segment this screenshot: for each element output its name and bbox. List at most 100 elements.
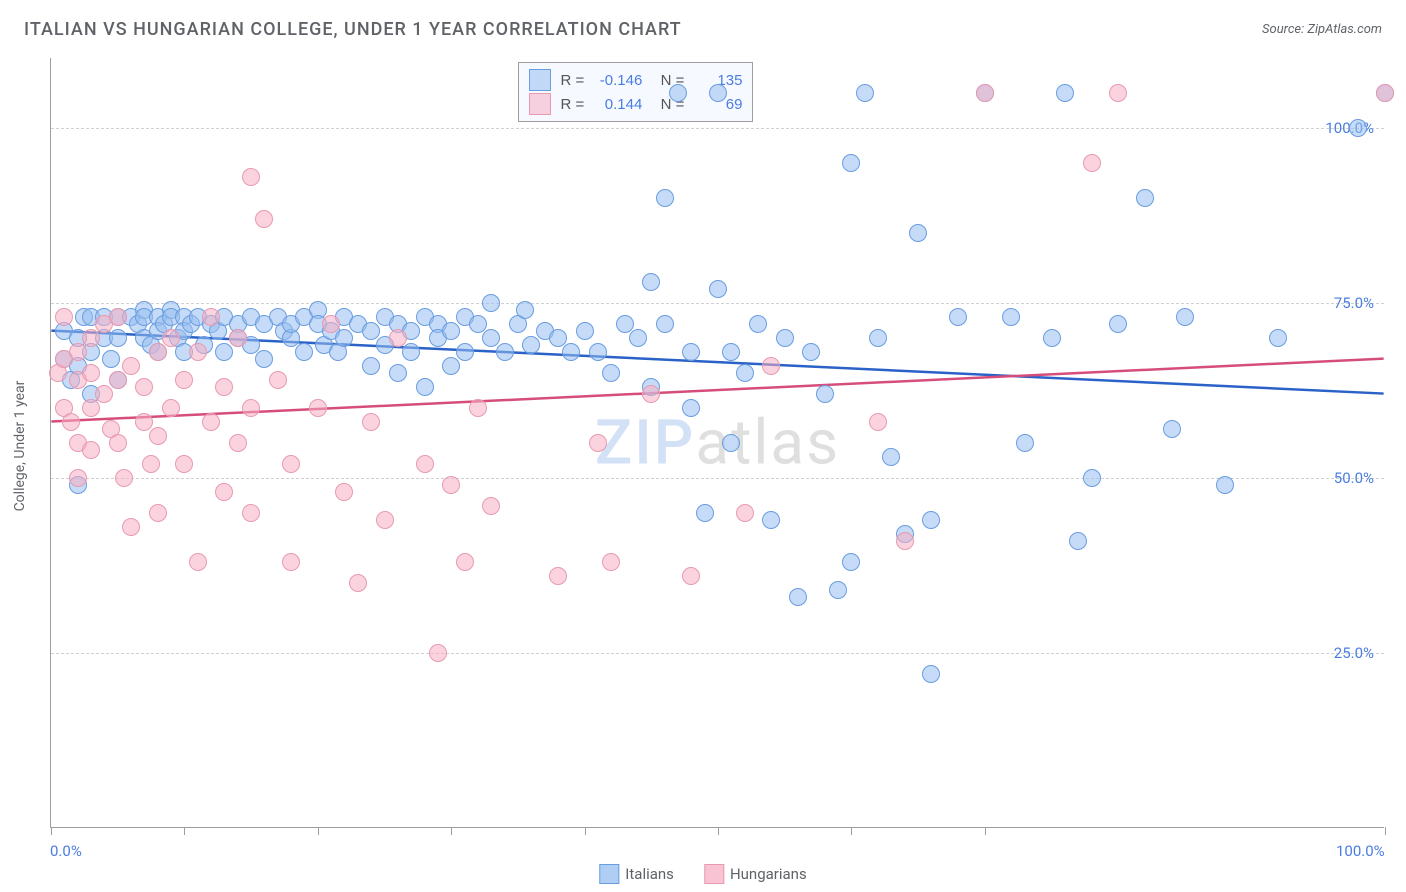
data-point — [656, 189, 674, 207]
data-point — [1216, 476, 1234, 494]
data-point — [242, 399, 260, 417]
data-point — [202, 413, 220, 431]
data-point — [69, 343, 87, 361]
data-point — [442, 322, 460, 340]
data-point — [789, 588, 807, 606]
data-point — [1069, 532, 1087, 550]
data-point — [362, 322, 380, 340]
legend-swatch — [529, 93, 551, 115]
data-point — [442, 357, 460, 375]
data-point — [576, 322, 594, 340]
data-point — [722, 434, 740, 452]
data-point — [616, 315, 634, 333]
legend-item: Italians — [599, 864, 674, 884]
data-point — [1349, 119, 1367, 137]
data-point — [82, 364, 100, 382]
data-point — [389, 329, 407, 347]
data-point — [762, 357, 780, 375]
data-point — [1376, 84, 1394, 102]
data-point — [856, 84, 874, 102]
data-point — [736, 364, 754, 382]
data-point — [602, 364, 620, 382]
source-label: Source: ZipAtlas.com — [1262, 22, 1382, 37]
gridline — [51, 303, 1384, 304]
legend-item: Hungarians — [704, 864, 807, 884]
data-point — [869, 329, 887, 347]
x-tick — [585, 827, 586, 835]
x-tick — [718, 827, 719, 835]
data-point — [242, 504, 260, 522]
data-point — [869, 413, 887, 431]
x-tick — [851, 827, 852, 835]
data-point — [1043, 329, 1061, 347]
data-point — [842, 553, 860, 571]
watermark: ZIPatlas — [595, 406, 840, 479]
data-point — [736, 504, 754, 522]
data-point — [149, 504, 167, 522]
data-point — [696, 504, 714, 522]
data-point — [142, 455, 160, 473]
data-point — [1109, 84, 1127, 102]
data-point — [135, 413, 153, 431]
data-point — [175, 455, 193, 473]
data-point — [82, 441, 100, 459]
data-point — [335, 483, 353, 501]
data-point — [482, 294, 500, 312]
data-point — [109, 371, 127, 389]
data-point — [242, 168, 260, 186]
data-point — [189, 343, 207, 361]
data-point — [922, 511, 940, 529]
data-point — [282, 455, 300, 473]
data-point — [816, 385, 834, 403]
data-point — [1136, 189, 1154, 207]
data-point — [1163, 420, 1181, 438]
data-point — [1056, 84, 1074, 102]
data-point — [522, 336, 540, 354]
data-point — [102, 350, 120, 368]
data-point — [802, 343, 820, 361]
data-point — [349, 574, 367, 592]
data-point — [109, 308, 127, 326]
data-point — [682, 567, 700, 585]
stat-r-value: 0.144 — [594, 96, 642, 113]
y-tick-label: 50.0% — [1334, 469, 1374, 487]
scatter-chart: ZIPatlas R =-0.146 N =135R =0.144 N =69 … — [50, 58, 1384, 828]
data-point — [456, 553, 474, 571]
data-point — [749, 315, 767, 333]
data-point — [82, 399, 100, 417]
data-point — [642, 385, 660, 403]
data-point — [69, 469, 87, 487]
data-point — [175, 371, 193, 389]
legend-label: Italians — [625, 865, 674, 883]
x-tick — [318, 827, 319, 835]
x-tick-0: 0.0% — [50, 842, 82, 860]
legend-label: Hungarians — [730, 865, 807, 883]
data-point — [95, 385, 113, 403]
y-tick-label: 75.0% — [1334, 294, 1374, 312]
data-point — [442, 476, 460, 494]
data-point — [229, 434, 247, 452]
data-point — [602, 553, 620, 571]
data-point — [229, 329, 247, 347]
data-point — [1083, 469, 1101, 487]
data-point — [562, 343, 580, 361]
data-point — [682, 343, 700, 361]
data-point — [109, 434, 127, 452]
data-point — [669, 84, 687, 102]
data-point — [149, 343, 167, 361]
data-point — [376, 511, 394, 529]
data-point — [829, 581, 847, 599]
x-tick — [184, 827, 185, 835]
data-point — [682, 399, 700, 417]
data-point — [949, 308, 967, 326]
x-tick-100: 100.0% — [1336, 842, 1385, 860]
data-point — [1016, 434, 1034, 452]
data-point — [709, 84, 727, 102]
data-point — [469, 315, 487, 333]
data-point — [362, 357, 380, 375]
data-point — [589, 434, 607, 452]
data-point — [389, 364, 407, 382]
data-point — [295, 343, 313, 361]
data-point — [722, 343, 740, 361]
data-point — [162, 329, 180, 347]
